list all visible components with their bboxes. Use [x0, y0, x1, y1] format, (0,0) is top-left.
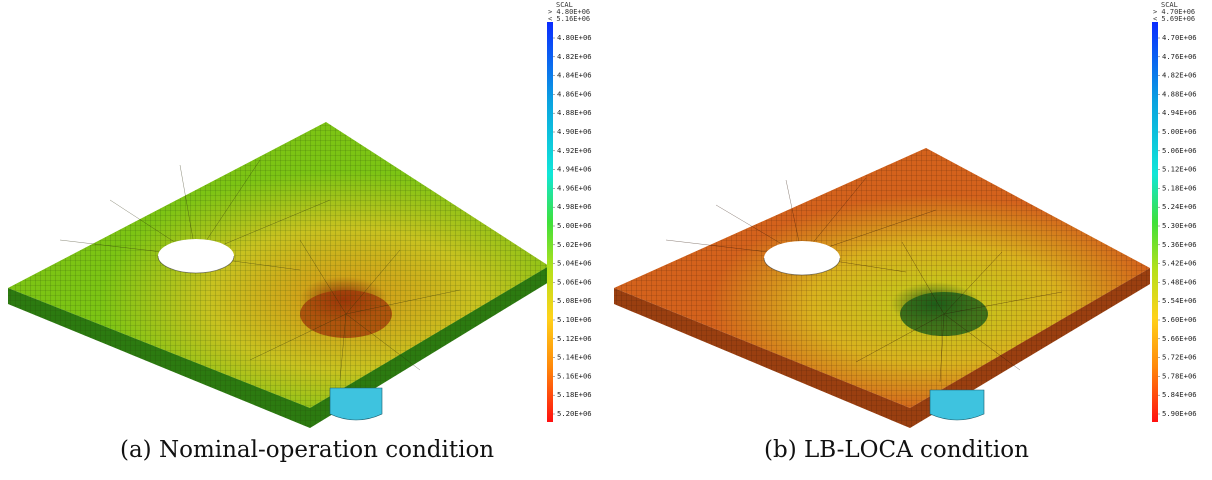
- colorbar-ticks: 4.70E+06 4.76E+06 4.82E+06 4.88E+06 4.94E+06…: [1158, 33, 1197, 418]
- colorbar-tick-label: 5.72E+06: [1162, 353, 1197, 362]
- colorbar-title: SCAL: [556, 1, 573, 9]
- colorbar-tick-label: 5.30E+06: [1162, 221, 1197, 230]
- colorbar-tick-label: 5.48E+06: [1162, 277, 1197, 286]
- colorbar-tick-label: 5.60E+06: [1162, 315, 1197, 324]
- colorbar-tick-label: 5.90E+06: [1162, 409, 1197, 418]
- mesh-grid: [614, 148, 1150, 408]
- colorbar-tick-label: 5.18E+06: [557, 390, 592, 399]
- colorbar-tick-label: 4.94E+06: [557, 165, 592, 174]
- colorbar-tick-label: 5.02E+06: [557, 240, 592, 249]
- colorbar-tick-label: 5.12E+06: [1162, 165, 1197, 174]
- colorbar-max: > 4.80E+06: [548, 8, 590, 16]
- colorbar-min: < 5.69E+06: [1153, 15, 1195, 23]
- colorbar-tick-label: 4.88E+06: [557, 108, 592, 117]
- hole-rim: [763, 257, 841, 276]
- panel-lbloca: SCAL > 4.70E+06 < 5.69E+06 4.70E+06 4.76E…: [606, 0, 1212, 480]
- colorbar: [1152, 22, 1158, 422]
- colorbar-min: < 5.16E+06: [548, 15, 590, 23]
- edge-mesh-right: [310, 266, 549, 428]
- colorbar-tick-label: 4.86E+06: [557, 89, 592, 98]
- colorbar-tick-label: 4.96E+06: [557, 183, 592, 192]
- colorbar-tick-label: 5.06E+06: [557, 277, 592, 286]
- colorbar-tick-label: 5.36E+06: [1162, 240, 1197, 249]
- mesh-grid: [8, 122, 549, 408]
- colorbar-tick-label: 5.24E+06: [1162, 202, 1197, 211]
- colorbar-ticks: 4.80E+06 4.82E+06 4.84E+06 4.86E+06 4.88E+06…: [553, 33, 592, 418]
- edge-mesh: [8, 288, 310, 428]
- colorbar-tick-label: 4.76E+06: [1162, 52, 1197, 61]
- colorbar-max: > 4.70E+06: [1153, 8, 1195, 16]
- panel-nominal: SCAL > 4.80E+06 < 5.16E+06 4.80E+06 4.82E…: [8, 1, 592, 463]
- colorbar-tick-label: 5.00E+06: [1162, 127, 1197, 136]
- colorbar-tick-label: 5.04E+06: [557, 259, 592, 268]
- colorbar: [547, 22, 553, 422]
- edge-mesh: [614, 288, 910, 428]
- colorbar-tick-label: 5.78E+06: [1162, 371, 1197, 380]
- colorbar-tick-label: 4.98E+06: [557, 202, 592, 211]
- colorbar-tick-label: 5.10E+06: [557, 315, 592, 324]
- colorbar-tick-label: 5.08E+06: [557, 296, 592, 305]
- caption-lbloca: (b) LB-LOCA condition: [764, 437, 1029, 463]
- colorbar-tick-label: 5.12E+06: [557, 334, 592, 343]
- colorbar-tick-label: 5.20E+06: [557, 409, 592, 418]
- colorbar-tick-label: 5.16E+06: [557, 371, 592, 380]
- colorbar-tick-label: 4.92E+06: [557, 146, 592, 155]
- colorbar-tick-label: 4.88E+06: [1162, 89, 1197, 98]
- caption-nominal: (a) Nominal-operation condition: [120, 437, 495, 463]
- colorbar-tick-label: 4.70E+06: [1162, 33, 1197, 42]
- colorbar-tick-label: 4.80E+06: [557, 33, 592, 42]
- fem-plot-lbloca: SCAL > 4.70E+06 < 5.69E+06 4.70E+06 4.76E…: [614, 1, 1197, 428]
- colorbar-tick-label: 5.18E+06: [1162, 183, 1197, 192]
- colorbar-tick-label: 5.54E+06: [1162, 296, 1197, 305]
- colorbar-tick-label: 5.14E+06: [557, 353, 592, 362]
- colorbar-tick-label: 4.94E+06: [1162, 108, 1197, 117]
- edge-mesh-right: [910, 268, 1150, 428]
- colorbar-tick-label: 4.82E+06: [557, 52, 592, 61]
- plate-hole: [158, 239, 234, 273]
- colorbar-tick-label: 5.00E+06: [557, 221, 592, 230]
- plate-hole: [764, 241, 840, 275]
- colorbar-tick-label: 5.06E+06: [1162, 146, 1197, 155]
- stud-cylinder: [929, 389, 985, 421]
- fem-plot-nominal: SCAL > 4.80E+06 < 5.16E+06 4.80E+06 4.82E…: [8, 1, 592, 428]
- colorbar-tick-label: 4.82E+06: [1162, 71, 1197, 80]
- colorbar-tick-label: 4.90E+06: [557, 127, 592, 136]
- colorbar-title: SCAL: [1161, 1, 1178, 9]
- colorbar-tick-label: 5.84E+06: [1162, 390, 1197, 399]
- colorbar-tick-label: 5.42E+06: [1162, 259, 1197, 268]
- stud-cylinder: [329, 387, 383, 421]
- colorbar-tick-label: 5.66E+06: [1162, 334, 1197, 343]
- colorbar-tick-label: 4.84E+06: [557, 71, 592, 80]
- hole-rim: [157, 255, 235, 274]
